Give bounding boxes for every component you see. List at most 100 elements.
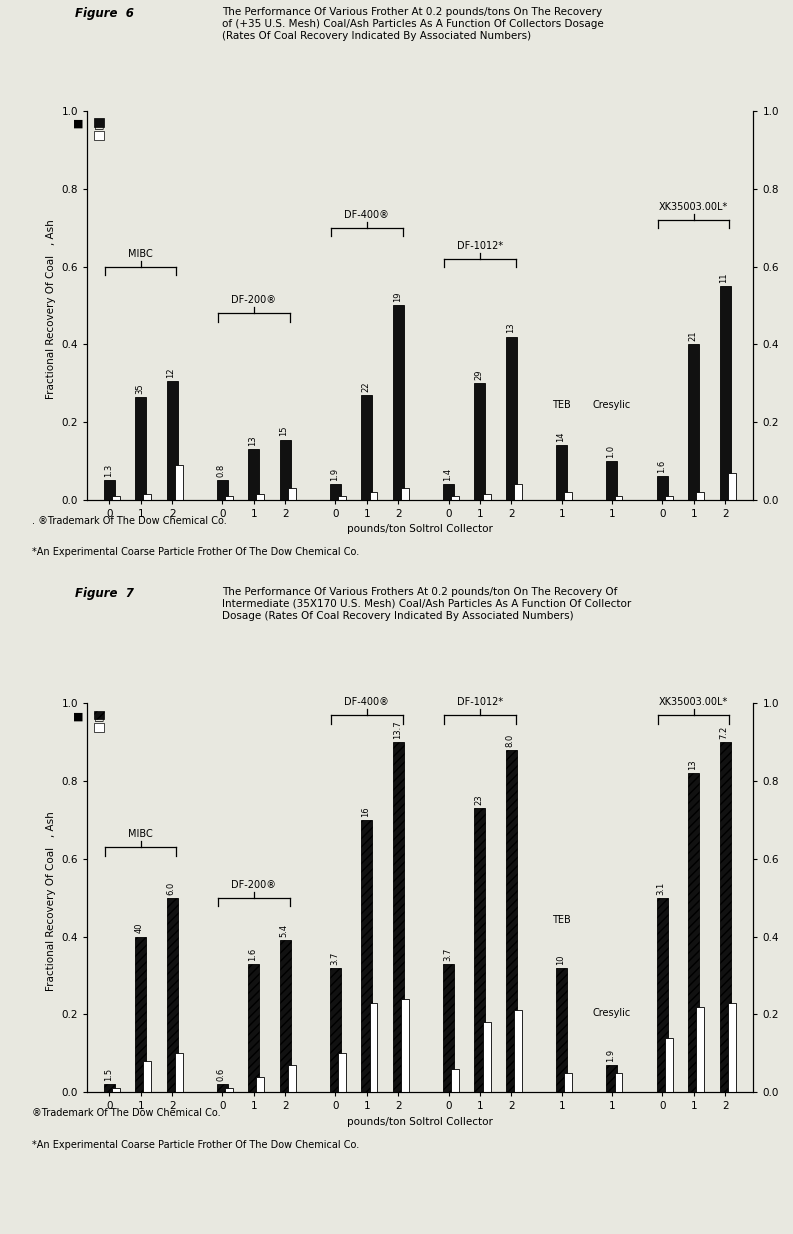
Text: 3.1: 3.1 — [657, 881, 665, 895]
Bar — [401, 998, 409, 1092]
Text: ■: ■ — [74, 711, 84, 721]
Bar — [483, 1022, 491, 1092]
Bar — [288, 489, 296, 500]
Bar — [104, 1085, 115, 1092]
Bar — [401, 489, 409, 500]
Bar — [216, 1085, 228, 1092]
Bar — [506, 337, 517, 500]
Text: The Performance Of Various Frothers At 0.2 pounds/ton On The Recovery Of
Interme: The Performance Of Various Frothers At 0… — [222, 587, 631, 621]
Bar — [696, 1007, 704, 1092]
Text: 11: 11 — [719, 273, 729, 283]
Bar — [216, 480, 228, 500]
Bar — [451, 496, 459, 500]
Text: The Performance Of Various Frother At 0.2 pounds/tons On The Recovery
of (+35 U.: The Performance Of Various Frother At 0.… — [222, 7, 603, 41]
Bar — [280, 940, 291, 1092]
Bar — [483, 494, 491, 500]
Text: DF-1012*: DF-1012* — [457, 697, 503, 707]
Bar — [248, 964, 259, 1092]
Text: 22: 22 — [362, 381, 370, 391]
Bar — [451, 1069, 459, 1092]
Bar — [338, 496, 346, 500]
Text: 3.7: 3.7 — [443, 948, 452, 961]
Bar — [657, 476, 668, 500]
Text: 21: 21 — [688, 331, 697, 341]
Bar — [174, 465, 182, 500]
Bar — [362, 821, 373, 1092]
Text: 8.0: 8.0 — [506, 734, 515, 747]
Text: 1.9: 1.9 — [330, 468, 339, 481]
Bar — [112, 496, 120, 500]
Bar — [256, 494, 264, 500]
Bar — [506, 750, 517, 1092]
Bar — [370, 1003, 377, 1092]
Text: DF-400®: DF-400® — [344, 210, 389, 220]
Text: XK35003.00L*: XK35003.00L* — [659, 697, 728, 707]
Text: *An Experimental Coarse Particle Frother Of The Dow Chemical Co.: *An Experimental Coarse Particle Frother… — [32, 547, 359, 557]
Bar — [256, 1076, 264, 1092]
Bar — [338, 1054, 346, 1092]
Text: 19: 19 — [393, 291, 402, 302]
Bar — [144, 494, 151, 500]
Bar — [719, 742, 730, 1092]
Bar — [370, 492, 377, 500]
Text: *An Experimental Coarse Particle Frother Of The Dow Chemical Co.: *An Experimental Coarse Particle Frother… — [32, 1140, 359, 1150]
Bar — [688, 344, 699, 500]
Bar — [280, 439, 291, 500]
Text: DF-400®: DF-400® — [344, 697, 389, 707]
Bar — [167, 898, 178, 1092]
Bar — [688, 774, 699, 1092]
Text: 7.2: 7.2 — [719, 726, 729, 739]
Bar — [607, 1065, 618, 1092]
Text: ®Trademark Of The Dow Chemical Co.: ®Trademark Of The Dow Chemical Co. — [32, 1108, 220, 1118]
Text: 13: 13 — [248, 436, 257, 447]
Text: 23: 23 — [474, 795, 484, 806]
Bar — [615, 496, 623, 500]
Bar — [719, 286, 730, 500]
Text: Figure  6: Figure 6 — [75, 7, 134, 21]
Text: Cresylic: Cresylic — [593, 1008, 631, 1018]
Bar — [657, 898, 668, 1092]
Bar — [393, 742, 404, 1092]
Text: 1.6: 1.6 — [248, 948, 257, 961]
Y-axis label: Fractional Recovery Of Coal   , Ash  : Fractional Recovery Of Coal , Ash — [46, 212, 56, 399]
Text: Cresylic: Cresylic — [593, 400, 631, 411]
Bar — [288, 1065, 296, 1092]
Bar — [330, 967, 341, 1092]
X-axis label: pounds/ton Soltrol Collector: pounds/ton Soltrol Collector — [347, 524, 493, 534]
Text: TEB: TEB — [552, 400, 571, 411]
Legend:  ,  : , — [92, 116, 117, 143]
Text: 15: 15 — [280, 426, 289, 437]
Bar — [565, 492, 573, 500]
Text: 3.7: 3.7 — [330, 951, 339, 965]
Bar — [514, 1011, 522, 1092]
Text: DF-1012*: DF-1012* — [457, 241, 503, 251]
Bar — [696, 492, 704, 500]
Bar — [443, 964, 454, 1092]
Text: DF-200®: DF-200® — [232, 295, 276, 305]
Bar — [225, 1088, 233, 1092]
Y-axis label: Fractional Recovery Of Coal   , Ash  : Fractional Recovery Of Coal , Ash — [46, 805, 56, 991]
Bar — [112, 1088, 120, 1092]
Text: 1.4: 1.4 — [443, 468, 452, 481]
Text: 5.4: 5.4 — [280, 924, 289, 938]
Text: 1.5: 1.5 — [104, 1069, 113, 1081]
Text: 13: 13 — [688, 760, 697, 770]
Text: TEB: TEB — [552, 914, 571, 926]
Text: 16: 16 — [362, 806, 370, 817]
Bar — [393, 306, 404, 500]
Text: 1.6: 1.6 — [657, 460, 665, 474]
Text: 35: 35 — [135, 383, 144, 394]
Text: 13: 13 — [506, 323, 515, 333]
Text: 0.8: 0.8 — [216, 464, 226, 478]
Bar — [225, 496, 233, 500]
Text: 0.6: 0.6 — [216, 1067, 226, 1081]
Text: MIBC: MIBC — [128, 248, 153, 259]
Bar — [665, 1038, 672, 1092]
Text: 40: 40 — [135, 923, 144, 933]
Bar — [665, 496, 672, 500]
X-axis label: pounds/ton Soltrol Collector: pounds/ton Soltrol Collector — [347, 1117, 493, 1127]
Bar — [514, 484, 522, 500]
Text: DF-200®: DF-200® — [232, 880, 276, 890]
Text: 13.7: 13.7 — [393, 721, 402, 739]
Bar — [607, 462, 618, 500]
